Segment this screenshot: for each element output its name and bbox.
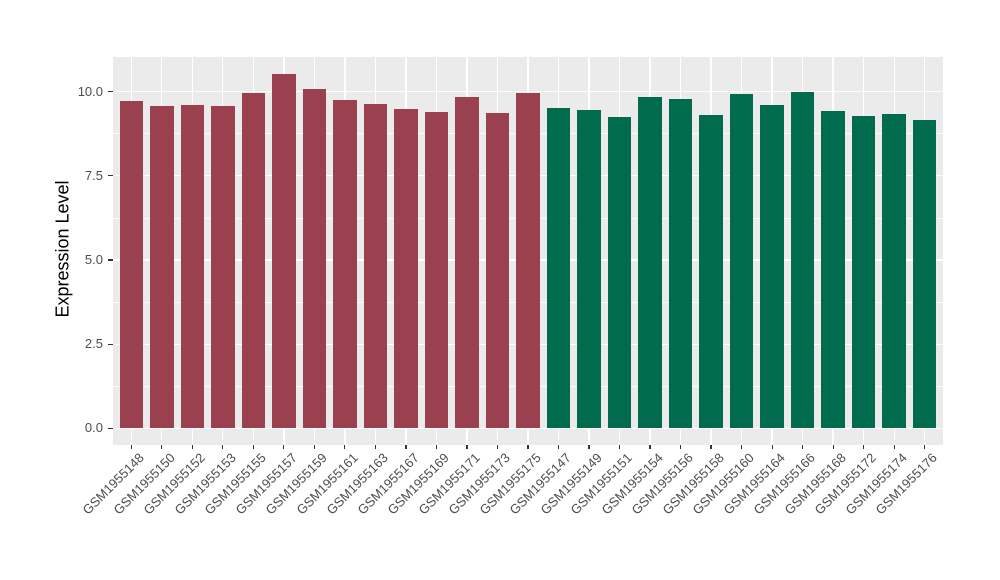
x-tick-mark bbox=[679, 445, 682, 449]
bar bbox=[485, 112, 510, 429]
x-tick-mark bbox=[924, 445, 926, 449]
bar bbox=[272, 74, 296, 429]
x-tick-mark bbox=[740, 445, 743, 449]
x-tick-mark bbox=[527, 445, 529, 449]
x-tick-mark bbox=[283, 445, 285, 449]
x-tick-mark bbox=[557, 445, 560, 449]
x-tick-mark bbox=[222, 445, 224, 449]
y-tick-label: 0.0 bbox=[84, 420, 103, 436]
y-tick-mark bbox=[108, 343, 113, 345]
bar bbox=[150, 105, 174, 429]
bar bbox=[424, 111, 449, 429]
bar bbox=[607, 116, 632, 429]
y-tick-label: 10.0 bbox=[77, 83, 103, 99]
x-tick-mark bbox=[618, 445, 621, 449]
y-tick-mark bbox=[108, 91, 113, 93]
bar bbox=[516, 92, 540, 429]
y-axis-title: Expression Level bbox=[52, 180, 73, 318]
x-tick-mark bbox=[649, 445, 651, 449]
bar bbox=[760, 104, 784, 429]
x-tick-mark bbox=[344, 445, 346, 449]
x-tick-mark bbox=[313, 445, 315, 449]
bar bbox=[394, 109, 418, 429]
x-tick-mark bbox=[161, 445, 163, 449]
bar bbox=[546, 108, 571, 429]
bar bbox=[455, 97, 479, 429]
bar bbox=[241, 93, 266, 429]
x-tick-mark bbox=[405, 445, 407, 449]
y-tick-label: 7.5 bbox=[84, 167, 103, 183]
x-tick-mark bbox=[496, 445, 499, 449]
bar bbox=[119, 100, 144, 429]
bar bbox=[729, 93, 754, 429]
bar bbox=[882, 113, 906, 429]
x-tick-mark bbox=[466, 445, 468, 449]
x-tick-mark bbox=[191, 445, 193, 449]
x-tick-mark bbox=[252, 445, 254, 449]
x-tick-mark bbox=[893, 445, 895, 449]
x-tick-mark bbox=[771, 445, 773, 449]
y-tick-label: 2.5 bbox=[84, 336, 103, 352]
bar bbox=[180, 104, 205, 429]
y-tick-label: 5.0 bbox=[84, 252, 103, 267]
bar bbox=[211, 105, 235, 429]
x-tick-mark bbox=[588, 445, 590, 449]
x-tick-mark bbox=[802, 445, 804, 449]
y-tick-mark bbox=[108, 175, 113, 177]
y-tick-mark bbox=[108, 427, 113, 429]
bar bbox=[302, 89, 327, 429]
x-tick-mark bbox=[710, 445, 712, 449]
bar bbox=[851, 115, 876, 429]
plot-panel bbox=[113, 57, 943, 445]
bar bbox=[638, 97, 662, 429]
bar bbox=[790, 92, 815, 429]
y-tick-mark bbox=[108, 259, 113, 261]
bar bbox=[912, 120, 937, 429]
x-tick-mark bbox=[863, 445, 865, 449]
x-tick-mark bbox=[832, 445, 834, 449]
bar bbox=[821, 110, 845, 429]
bar bbox=[577, 109, 601, 429]
bar bbox=[668, 99, 693, 429]
x-tick-mark bbox=[130, 445, 132, 449]
bar bbox=[699, 114, 723, 429]
bar bbox=[363, 103, 388, 429]
x-tick-mark bbox=[435, 445, 438, 449]
x-tick-mark bbox=[374, 445, 376, 449]
bar bbox=[333, 99, 357, 429]
horizontal-major-gridline bbox=[113, 91, 943, 93]
